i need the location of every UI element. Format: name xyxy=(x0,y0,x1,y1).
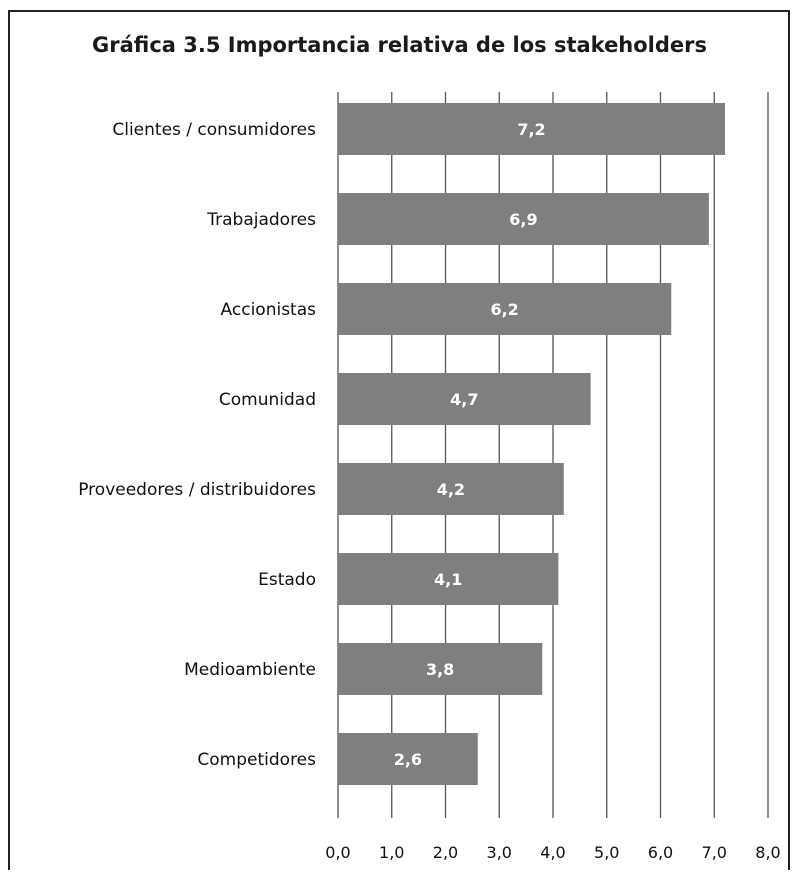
category-label: Accionistas xyxy=(221,300,317,320)
bar xyxy=(338,733,478,785)
category-label: Estado xyxy=(258,570,316,590)
category-label: Comunidad xyxy=(219,390,316,410)
bar xyxy=(338,103,725,155)
bar-value-label: 3,8 xyxy=(426,660,454,679)
x-tick-label: 6,0 xyxy=(648,843,673,862)
bar xyxy=(338,283,672,335)
bar-value-label: 6,9 xyxy=(509,210,537,229)
bar xyxy=(338,553,559,605)
category-label: Trabajadores xyxy=(206,210,316,230)
x-tick-label: 4,0 xyxy=(540,843,565,862)
chart-title: Gráfica 3.5 Importancia relativa de los … xyxy=(91,33,708,57)
x-tick-label: 3,0 xyxy=(487,843,512,862)
category-label: Clientes / consumidores xyxy=(112,120,316,140)
bar-value-label: 4,2 xyxy=(437,480,465,499)
bar-value-label: 6,2 xyxy=(490,300,518,319)
x-tick-label: 8,0 xyxy=(755,843,780,862)
category-labels: Clientes / consumidores Trabajadores Accio… xyxy=(78,120,316,770)
bar-value-label: 4,7 xyxy=(450,390,478,409)
x-tick-label: 7,0 xyxy=(702,843,727,862)
bar-value-label: 7,2 xyxy=(517,120,545,139)
category-label: Medioambiente xyxy=(184,660,316,680)
x-axis-tick-labels: 0,0 1,0 2,0 3,0 4,0 5,0 6,0 7,0 8,0 xyxy=(325,843,780,862)
bar xyxy=(338,643,543,695)
bars: 7,2 6,9 6,2 4,7 4,2 4,1 3,8 2,6 xyxy=(338,103,725,785)
bar-value-label: 4,1 xyxy=(434,570,462,589)
x-tick-label: 2,0 xyxy=(433,843,458,862)
category-label: Proveedores / distribuidores xyxy=(78,480,316,500)
x-tick-label: 0,0 xyxy=(325,843,350,862)
x-tick-label: 5,0 xyxy=(594,843,619,862)
bar xyxy=(338,373,591,425)
x-tick-label: 1,0 xyxy=(379,843,404,862)
category-label: Competidores xyxy=(197,750,316,770)
bar xyxy=(338,463,564,515)
bar xyxy=(338,193,709,245)
bar-value-label: 2,6 xyxy=(394,750,422,769)
